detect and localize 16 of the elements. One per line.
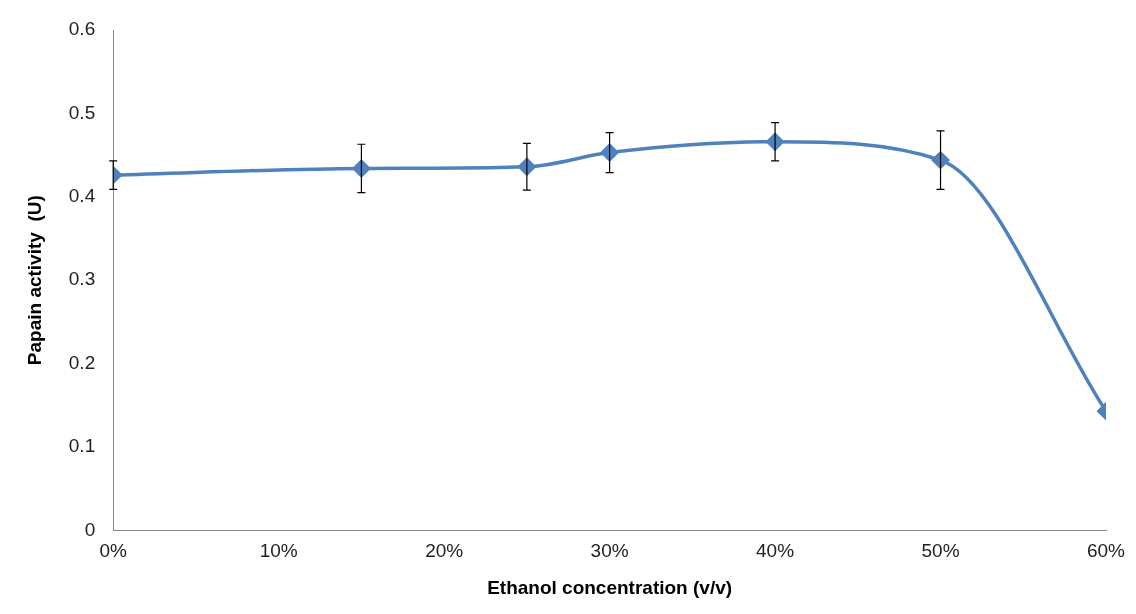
y-axis-title: Papain activity (U): [23, 195, 45, 366]
y-tick-label: 0.3: [68, 268, 96, 290]
x-axis-title: Ethanol concentration (v/v): [487, 576, 733, 598]
x-tick-label: 30%: [590, 540, 629, 562]
y-tick-label: 0.6: [68, 18, 96, 40]
x-tick-label: 60%: [1086, 540, 1126, 562]
y-tick-label: 0.2: [68, 351, 96, 373]
y-tick-label: 0: [84, 518, 96, 540]
x-tick-label: 10%: [259, 540, 298, 562]
x-tick-label: 20%: [425, 540, 464, 562]
x-tick-label: 0%: [99, 540, 128, 562]
x-tick-label: 50%: [921, 540, 960, 562]
y-tick-label: 0.4: [68, 185, 96, 207]
x-tick-label: 40%: [756, 540, 795, 562]
y-tick-label: 0.5: [68, 101, 96, 123]
y-tick-label: 0.1: [68, 435, 96, 457]
